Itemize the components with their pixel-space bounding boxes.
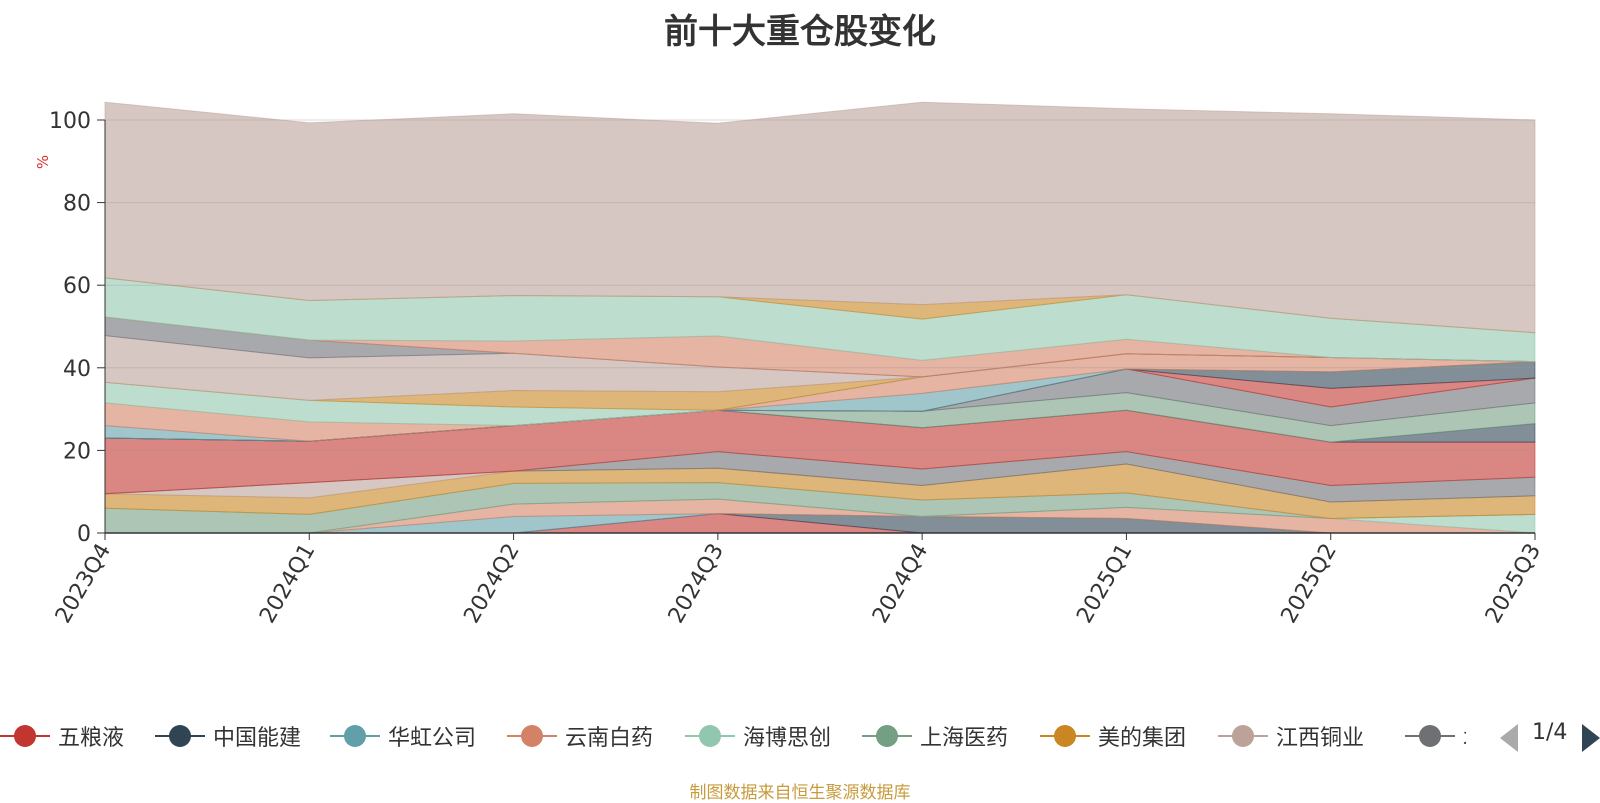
area-layers bbox=[104, 101, 1536, 534]
legend-label: 华虹公司 bbox=[388, 726, 477, 751]
grid-lines bbox=[105, 119, 1535, 451]
y-tick-label: 60 bbox=[63, 274, 91, 299]
chart-plot: 0 20 40 60 80 100% 2023Q4 2024Q1 2024Q2 2024Q3 202… bbox=[34, 101, 1546, 628]
x-tick-label: 2023Q4 bbox=[51, 540, 116, 628]
legend-item[interactable]: 海博思创 bbox=[685, 714, 831, 758]
y-axis-label: % bbox=[34, 155, 52, 169]
legend-prev-page-icon[interactable] bbox=[1500, 724, 1518, 752]
legend-pager: 1/4 bbox=[1500, 714, 1600, 758]
legend-item[interactable]: 江西铜业 bbox=[1218, 714, 1364, 758]
legend-next-page-icon[interactable] bbox=[1582, 724, 1600, 752]
legend-label: 北方华创 bbox=[1463, 720, 1466, 752]
legend-marker-icon bbox=[0, 714, 50, 758]
legend-marker-icon bbox=[685, 714, 735, 758]
legend-item[interactable]: 北方华创 bbox=[1405, 714, 1466, 758]
legend-label: 江西铜业 bbox=[1276, 726, 1365, 751]
legend-label: 五粮液 bbox=[58, 726, 125, 751]
x-tick-label: 2025Q1 bbox=[1072, 540, 1137, 628]
legend-item[interactable]: 华虹公司 bbox=[330, 714, 476, 758]
legend-marker-icon bbox=[862, 714, 912, 758]
legend-item[interactable]: 云南白药 bbox=[507, 714, 653, 758]
legend-marker-icon bbox=[1218, 714, 1268, 758]
y-tick-label: 0 bbox=[77, 522, 91, 547]
legend-label: 云南白药 bbox=[565, 726, 654, 751]
legend-label: 海博思创 bbox=[743, 726, 832, 751]
legend-marker-icon bbox=[507, 714, 557, 758]
x-tick-label: 2024Q4 bbox=[868, 540, 933, 628]
legend-item[interactable]: 上海医药 bbox=[862, 714, 1008, 758]
x-tick-label: 2025Q3 bbox=[1481, 540, 1546, 628]
legend-item[interactable]: 五粮液 bbox=[0, 714, 124, 758]
legend-label: 中国能建 bbox=[213, 726, 302, 751]
x-tick-label: 2025Q2 bbox=[1277, 540, 1342, 628]
legend-marker-icon bbox=[1405, 714, 1455, 758]
legend: 五粮液 中国能建 华虹公司 云南白药 海博思创 上海医药 美的集团 江西铜业 北方华创 bbox=[0, 714, 1466, 758]
legend-item[interactable]: 美的集团 bbox=[1040, 714, 1186, 758]
y-tick-label: 80 bbox=[63, 192, 91, 217]
legend-marker-icon bbox=[155, 714, 205, 758]
y-tick-label: 20 bbox=[63, 439, 91, 464]
y-tick-label: 40 bbox=[63, 357, 91, 382]
legend-label: 美的集团 bbox=[1098, 726, 1187, 751]
x-tick-label: 2024Q3 bbox=[664, 540, 729, 628]
y-tick-label: 100 bbox=[49, 109, 91, 134]
x-tick-label: 2024Q2 bbox=[459, 540, 524, 628]
legend-page-indicator: 1/4 bbox=[1532, 720, 1568, 745]
area-series-25[interactable] bbox=[104, 101, 1536, 334]
source-note: 制图数据来自恒生聚源数据库 bbox=[689, 783, 911, 803]
chart-title: 前十大重仓股变化 bbox=[664, 12, 936, 52]
legend-marker-icon bbox=[330, 714, 380, 758]
legend-label: 上海医药 bbox=[920, 726, 1009, 751]
legend-item[interactable]: 中国能建 bbox=[155, 714, 301, 758]
x-tick-label: 2024Q1 bbox=[255, 540, 320, 628]
legend-marker-icon bbox=[1040, 714, 1090, 758]
